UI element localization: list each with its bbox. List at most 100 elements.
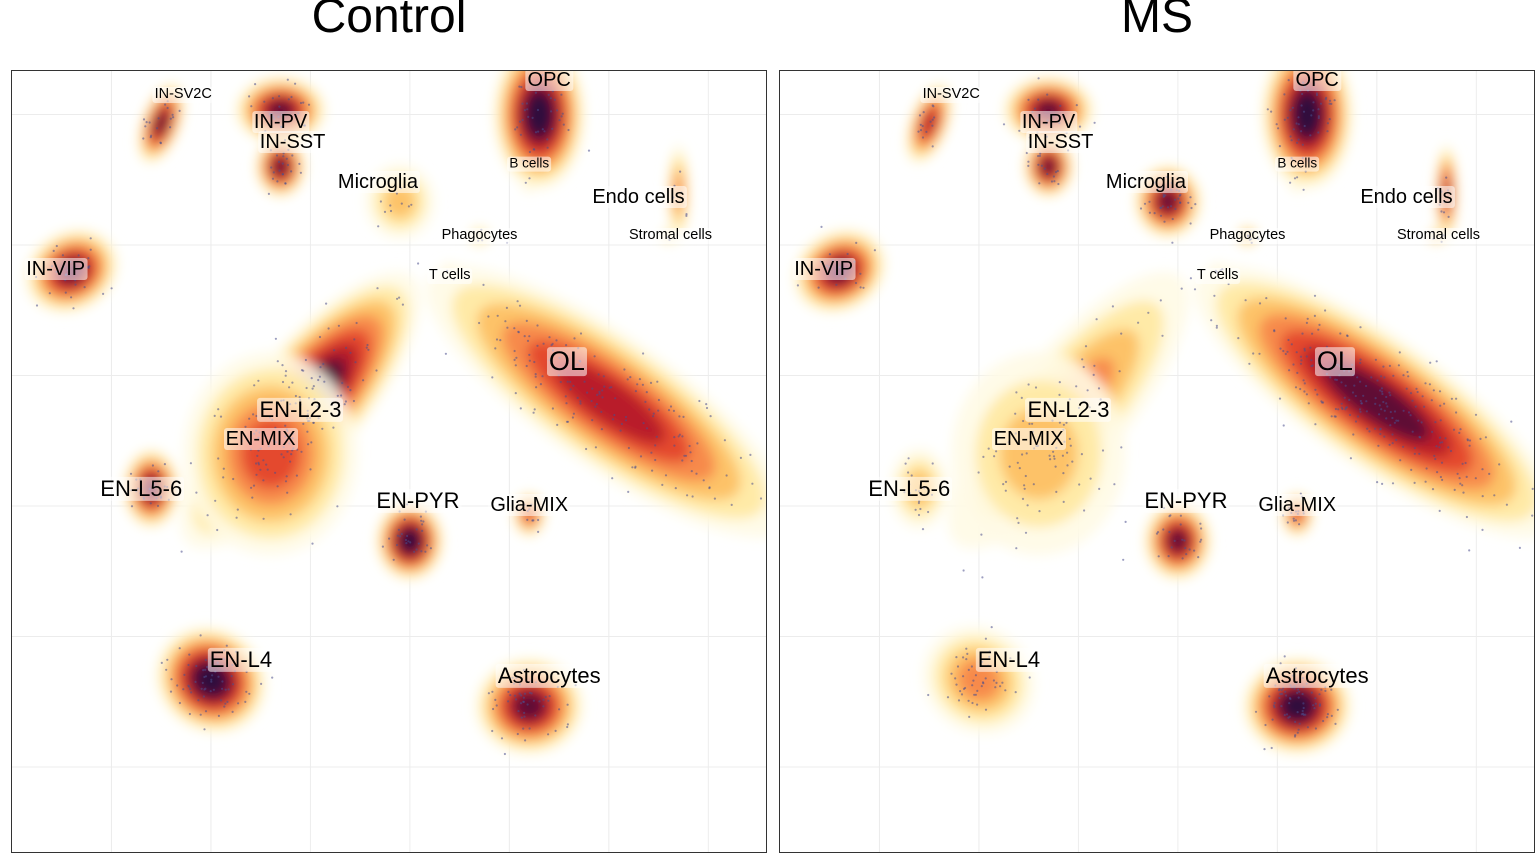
cluster-label: B cells xyxy=(1275,157,1319,172)
cell-point xyxy=(1306,355,1308,357)
cell-point xyxy=(1181,288,1183,290)
cell-point xyxy=(254,83,256,85)
cell-point xyxy=(282,163,284,165)
cell-point xyxy=(1093,374,1095,376)
cell-point xyxy=(172,116,174,118)
cell-point xyxy=(203,695,205,697)
cell-point xyxy=(405,542,407,544)
cell-point xyxy=(523,716,525,718)
cell-point xyxy=(1049,458,1051,460)
cell-point xyxy=(1468,549,1470,551)
cell-point xyxy=(567,723,569,725)
cell-point xyxy=(319,336,321,338)
cell-point xyxy=(648,408,650,410)
cell-point xyxy=(981,685,983,687)
cell-point xyxy=(971,665,973,667)
cell-point xyxy=(1316,92,1318,94)
cell-point xyxy=(225,689,227,691)
cell-point xyxy=(1324,309,1326,311)
cell-point xyxy=(1258,353,1260,355)
cell-point xyxy=(535,131,537,133)
cell-point xyxy=(993,455,995,457)
cell-point xyxy=(528,354,530,356)
cell-point xyxy=(537,531,539,533)
cell-point xyxy=(430,547,432,549)
cell-point xyxy=(643,422,645,424)
cell-point xyxy=(308,104,310,106)
cell-point xyxy=(1469,445,1471,447)
cell-point xyxy=(1374,428,1376,430)
cell-point xyxy=(1288,702,1290,704)
cell-point xyxy=(1293,520,1295,522)
cell-point xyxy=(1375,397,1377,399)
cluster-label: Microglia xyxy=(1104,171,1188,193)
cell-point xyxy=(156,127,158,129)
cell-point xyxy=(543,130,545,132)
cell-point xyxy=(1397,420,1399,422)
cell-point xyxy=(307,443,309,445)
cell-point xyxy=(517,710,519,712)
cell-point xyxy=(1046,94,1048,96)
cell-point xyxy=(566,421,568,423)
cell-point xyxy=(1004,689,1006,691)
cell-point xyxy=(1432,488,1434,490)
cell-point xyxy=(255,462,257,464)
cell-point xyxy=(220,699,222,701)
cell-point xyxy=(1296,176,1298,178)
cell-point xyxy=(278,95,280,97)
cell-point xyxy=(529,360,531,362)
cell-point xyxy=(1197,556,1199,558)
cell-point xyxy=(993,679,995,681)
cell-point xyxy=(223,706,225,708)
cell-point xyxy=(179,110,181,112)
cell-point xyxy=(1039,152,1041,154)
cluster-label: T cells xyxy=(427,268,473,284)
cell-point xyxy=(1458,432,1460,434)
cell-point xyxy=(150,502,152,504)
cell-point xyxy=(1334,99,1336,101)
cell-point xyxy=(267,469,269,471)
cell-point xyxy=(203,688,205,690)
cell-point xyxy=(322,363,324,365)
cell-point xyxy=(1149,212,1151,214)
cell-point xyxy=(932,145,934,147)
cell-point xyxy=(1450,450,1452,452)
cell-point xyxy=(1274,702,1276,704)
cell-point xyxy=(1189,548,1191,550)
cell-point xyxy=(1005,490,1007,492)
cell-point xyxy=(975,674,977,676)
cell-point xyxy=(1025,475,1027,477)
cell-point xyxy=(1498,463,1500,465)
cell-point xyxy=(621,423,623,425)
cell-point xyxy=(1049,455,1051,457)
cell-point xyxy=(253,384,255,386)
cell-point xyxy=(278,161,280,163)
cell-point xyxy=(142,137,144,139)
cell-point xyxy=(421,530,423,532)
cell-point xyxy=(646,391,648,393)
cell-point xyxy=(317,379,319,381)
cell-point xyxy=(1160,215,1162,217)
cell-point xyxy=(1298,523,1300,525)
cell-point xyxy=(635,390,637,392)
cell-point xyxy=(1311,333,1313,335)
cell-point xyxy=(532,117,534,119)
cell-point xyxy=(1057,183,1059,185)
cell-point xyxy=(567,704,569,706)
cell-point xyxy=(1298,729,1300,731)
cell-point xyxy=(985,638,987,640)
cell-point xyxy=(102,293,104,295)
cell-point xyxy=(276,180,278,182)
cell-point xyxy=(504,320,506,322)
cell-point xyxy=(1439,442,1441,444)
cell-point xyxy=(286,451,288,453)
cell-point xyxy=(631,466,633,468)
cell-point xyxy=(1055,466,1057,468)
cell-point xyxy=(1026,452,1028,454)
cell-point xyxy=(547,733,549,735)
cell-point xyxy=(1379,433,1381,435)
cell-point xyxy=(579,403,581,405)
cell-point xyxy=(1163,221,1165,223)
cell-point xyxy=(908,457,910,459)
cell-point xyxy=(529,692,531,694)
